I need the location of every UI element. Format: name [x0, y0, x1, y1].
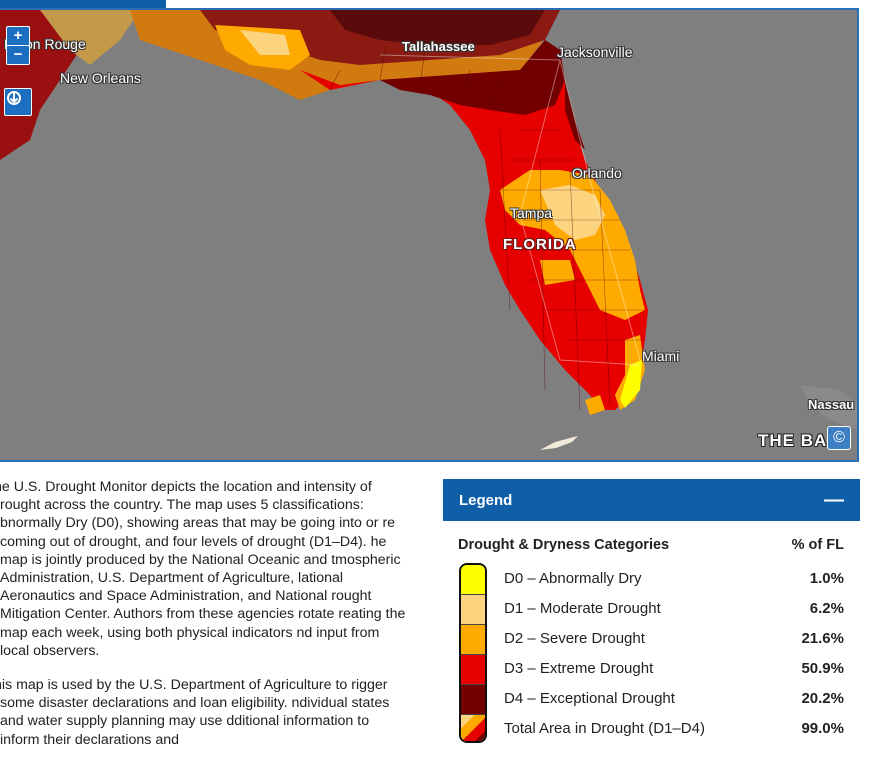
legend-color-bar: [459, 563, 487, 743]
legend-percent: 99.0%: [801, 719, 844, 737]
description-paragraph-2: his map is used by the U.S. Department o…: [0, 677, 390, 748]
zoom-in-button[interactable]: +: [13, 27, 23, 44]
legend-swatch-d3: [461, 655, 485, 685]
legend-swatch-d1: [461, 595, 485, 625]
legend-label: D2 – Severe Drought: [504, 629, 645, 647]
legend-column-percent: % of FL: [791, 537, 844, 553]
legend-percent: 50.9%: [801, 659, 844, 677]
florida-keys: [540, 436, 578, 450]
legend-title: Legend: [459, 491, 513, 509]
layers-download-icon: [7, 91, 21, 105]
drought-region-d0-miami: [620, 360, 642, 408]
drought-region-d4-bigbend: [380, 40, 565, 115]
legend-row-total: Total Area in Drought (D1–D4) 99.0%: [459, 713, 844, 743]
drought-region-d2-keys: [585, 395, 605, 415]
description-paragraph-1: he U.S. Drought Monitor depicts the loca…: [0, 479, 406, 659]
legend-label: D1 – Moderate Drought: [504, 599, 661, 617]
legend-column-category: Drought & Dryness Categories: [458, 537, 670, 553]
legend-label: Total Area in Drought (D1–D4): [504, 719, 705, 737]
city-label-miami: Miami: [642, 348, 680, 364]
description-text: he U.S. Drought Monitor depicts the loca…: [0, 478, 410, 765]
city-label-new-orleans: New Orleans: [60, 70, 141, 86]
collapse-icon[interactable]: —: [824, 489, 844, 511]
city-label-tallahassee: Tallahassee: [402, 39, 475, 54]
zoom-out-button[interactable]: −: [7, 45, 29, 64]
drought-region-d2-central: [500, 170, 645, 320]
legend-swatch-d0: [461, 565, 485, 595]
legend-swatch-d2: [461, 625, 485, 655]
layers-download-button[interactable]: [4, 88, 32, 116]
drought-region-d3-peninsula: [300, 40, 648, 410]
legend-list: D0 – Abnormally Dry 1.0% D1 – Moderate D…: [459, 563, 844, 743]
city-label-nassau: Nassau: [808, 397, 855, 412]
map-watermark: THE BA: [758, 431, 828, 450]
top-tab-indicator: [0, 0, 166, 8]
legend-percent: 20.2%: [801, 689, 844, 707]
legend-column-headers: Drought & Dryness Categories % of FL: [443, 521, 860, 553]
drought-region-d2-south: [540, 260, 575, 285]
legend-row-d4: D4 – Exceptional Drought 20.2%: [459, 683, 844, 713]
legend-swatch-total: [461, 715, 485, 741]
legend-row-d3: D3 – Extreme Drought 50.9%: [459, 653, 844, 683]
city-label-tampa: Tampa: [510, 205, 553, 221]
bahamas-land: [800, 385, 857, 430]
drought-region-d1-west: [40, 10, 140, 65]
legend-label: D4 – Exceptional Drought: [504, 689, 675, 707]
drought-map[interactable]: Baton Rouge New Orleans Tallahassee Jack…: [0, 8, 859, 462]
legend-percent: 21.6%: [801, 629, 844, 647]
drought-region-d4-core: [330, 10, 545, 45]
legend-row-d2: D2 – Severe Drought 21.6%: [459, 623, 844, 653]
legend-row-d1: D1 – Moderate Drought 6.2%: [459, 593, 844, 623]
legend-header[interactable]: Legend —: [443, 479, 860, 521]
attribution-button[interactable]: ©: [827, 426, 851, 450]
legend-percent: 6.2%: [809, 599, 844, 617]
city-label-orlando: Orlando: [572, 165, 622, 181]
city-label-jacksonville: Jacksonville: [557, 44, 633, 60]
zoom-control: + −: [6, 26, 30, 65]
legend-label: D3 – Extreme Drought: [504, 659, 654, 677]
map-canvas[interactable]: [0, 10, 859, 462]
drought-region-d1-panhandle: [240, 30, 290, 55]
legend-swatch-d4: [461, 685, 485, 715]
drought-region-d1-central: [540, 185, 605, 240]
state-label-florida: FLORIDA: [503, 236, 577, 253]
road-lines: [379, 54, 641, 366]
legend-label: D0 – Abnormally Dry: [504, 569, 642, 587]
drought-region-d4-jax: [565, 80, 585, 150]
legend-panel: Legend — Drought & Dryness Categories % …: [443, 479, 860, 743]
legend-percent: 1.0%: [809, 569, 844, 587]
county-lines: [329, 49, 645, 411]
legend-row-d0: D0 – Abnormally Dry 1.0%: [459, 563, 844, 593]
